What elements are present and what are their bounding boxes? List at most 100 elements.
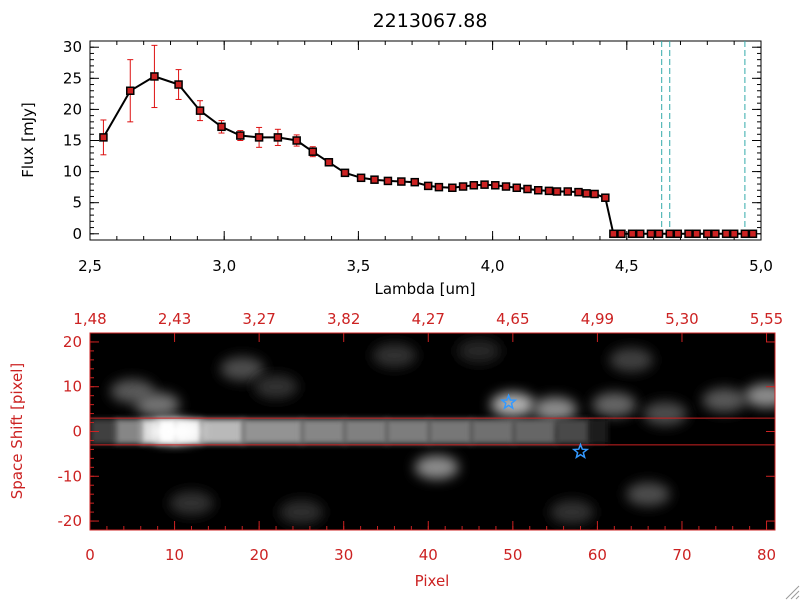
data-point [423, 181, 433, 191]
data-point [552, 187, 562, 196]
data-point [601, 193, 610, 202]
image-top-tick-label: 4,65 [496, 310, 529, 328]
data-point [458, 182, 468, 191]
resize-grip-icon[interactable] [785, 585, 800, 600]
noise-blob [220, 356, 265, 381]
image-x-tick-label: 30 [334, 546, 353, 564]
image-x-tick-label: 60 [588, 546, 607, 564]
trace-segment [385, 418, 431, 445]
spectrum-line [102, 75, 753, 235]
spectrum-plot-frame [89, 40, 762, 241]
trace-segment [115, 418, 143, 445]
image-top-tick-label: 4,99 [581, 310, 614, 328]
trace-segment [588, 418, 608, 445]
data-point [469, 181, 479, 190]
chart-title: 2213067.88 [373, 10, 488, 32]
data-point [627, 229, 637, 239]
data-point [340, 168, 350, 178]
data-point [410, 177, 420, 187]
noise-blob [279, 500, 324, 525]
trace-segment [470, 418, 515, 445]
data-point [609, 229, 618, 239]
data-point [448, 183, 457, 193]
image-x-tick-label: 20 [250, 546, 269, 564]
spectrum-ticks [89, 41, 762, 240]
trace-segment [343, 418, 388, 445]
spectrum-y-axis-label: Flux [mJy] [19, 102, 37, 178]
data-point [126, 86, 135, 95]
data-point [370, 175, 379, 184]
spectrum-y-tick-label: 15 [63, 132, 82, 150]
noise-blob [609, 347, 654, 372]
spectrum-x-tick-label: 5,0 [749, 257, 773, 275]
spectrum-y-tick-label: 25 [63, 69, 82, 87]
spectrum-y-tick-label: 10 [63, 163, 82, 181]
spectrum-y-tick-label: 5 [72, 194, 82, 212]
image-ticks [89, 333, 775, 530]
data-point [217, 122, 226, 132]
noise-blob [414, 455, 459, 480]
data-point [692, 229, 701, 239]
spectrum-panel: 2,5 3,0 3,5 4,0 4,5 5,0 0 5 10 15 20 25 30 Lambda [… [19, 38, 773, 298]
star-icon [571, 442, 590, 460]
image-x-tick-label: 50 [503, 546, 522, 564]
image-top-tick-label: 2,43 [158, 310, 191, 328]
spectrum-x-axis-label: Lambda [um] [375, 280, 476, 298]
noise-blob [372, 343, 417, 368]
data-point [512, 183, 522, 193]
image-top-tick-label: 3,27 [242, 310, 275, 328]
data-point [646, 229, 656, 239]
data-point [195, 106, 205, 115]
data-point [721, 229, 731, 239]
data-point [563, 187, 573, 196]
spectrum-x-tick-label: 4,5 [615, 257, 639, 275]
data-point [590, 189, 599, 199]
image-content [90, 338, 775, 525]
noise-blob [490, 392, 535, 417]
data-point [254, 133, 264, 142]
image-x-tick-labels: 0 10 20 30 40 50 60 70 80 [85, 546, 776, 564]
noise-blob [533, 397, 578, 422]
image-top-tick-label: 5,30 [665, 310, 698, 328]
trace-core [148, 420, 201, 443]
spectrum-errorbars [100, 44, 609, 201]
trace-segment [512, 418, 558, 445]
image-y-axis-label: Space Shift [pixel] [8, 363, 26, 500]
image-horizontal-markers [90, 417, 775, 446]
noise-blob [254, 374, 299, 399]
image-y-tick-label: 0 [72, 423, 82, 441]
image-top-tick-label: 5,55 [750, 310, 783, 328]
data-point [236, 131, 245, 140]
noise-blob [702, 388, 747, 413]
image-star-markers [499, 393, 590, 460]
trace-segment [242, 418, 304, 445]
data-point [635, 229, 645, 239]
noise-blob [135, 392, 180, 417]
image-y-tick-label: -10 [58, 467, 83, 485]
image-x-tick-label: 10 [165, 546, 184, 564]
data-point [480, 180, 489, 189]
spectrum-x-tick-label: 4,0 [481, 257, 505, 275]
image-top-tick-label: 1,48 [73, 310, 106, 328]
noise-blob [169, 491, 214, 516]
trace-segment [555, 418, 591, 445]
data-point [150, 72, 159, 81]
spectrum-y-tick-labels: 0 5 10 15 20 25 30 [63, 38, 82, 243]
data-point [748, 229, 758, 239]
data-point [273, 133, 283, 142]
data-point [174, 80, 183, 89]
image-top-tick-labels: 1,48 2,43 3,27 3,82 4,27 4,65 4,99 5,30 5,55 [73, 310, 783, 328]
spectrum-markers [99, 72, 758, 239]
image-y-tick-label: 20 [63, 333, 82, 351]
image-x-tick-label: 0 [85, 546, 95, 564]
data-point [99, 133, 108, 142]
image-y-tick-label: -20 [58, 512, 83, 530]
noise-blob [626, 482, 671, 507]
image-y-tick-label: 10 [63, 378, 82, 396]
trace-segment [301, 418, 346, 445]
image-x-tick-label: 40 [419, 546, 438, 564]
spectrum-x-tick-label: 2,5 [78, 257, 102, 275]
data-point [292, 136, 301, 145]
spectrum-vertical-markers [626, 41, 761, 240]
data-point [684, 229, 693, 239]
